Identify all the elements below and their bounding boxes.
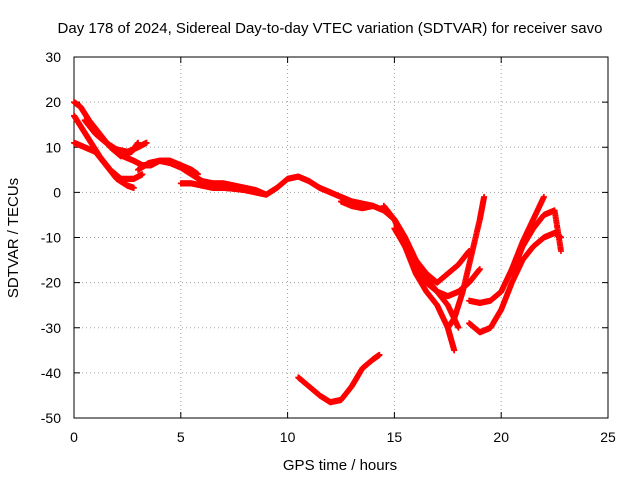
y-tick-label: -20 (41, 275, 61, 291)
y-tick-label: -40 (41, 365, 61, 381)
x-tick-label: 0 (70, 429, 78, 445)
y-tick-label: 20 (45, 94, 61, 110)
data-point (481, 193, 488, 200)
y-tick-label: 30 (45, 49, 61, 65)
x-tick-label: 25 (600, 429, 616, 445)
data-point (476, 266, 483, 273)
x-tick-label: 15 (387, 429, 403, 445)
series-track-11 (391, 216, 473, 286)
y-tick-label: -50 (41, 410, 61, 426)
chart-title: Day 178 of 2024, Sidereal Day-to-day VTE… (58, 20, 603, 37)
series-track-10 (391, 225, 483, 300)
series-track-15 (508, 207, 565, 277)
series-track-8 (338, 198, 462, 331)
series-track-3 (71, 139, 137, 191)
x-tick-label: 5 (177, 429, 185, 445)
ticks: 0 5 10 15 20 25 30 20 10 0 -10 -20 -30 -40 -50 (41, 49, 616, 445)
grid (74, 57, 608, 418)
series-track-13 (466, 229, 565, 336)
y-tick-label: 10 (45, 139, 61, 155)
data-point (143, 139, 150, 146)
data-point (558, 248, 565, 255)
data-point (455, 324, 462, 331)
series-track-14 (466, 193, 547, 306)
series-track-12 (444, 193, 488, 331)
data-point (540, 193, 547, 200)
data-points (71, 99, 565, 406)
data-point (263, 191, 270, 198)
x-tick-label: 10 (280, 429, 296, 445)
x-tick-label: 20 (493, 429, 509, 445)
data-point (376, 351, 383, 358)
y-axis-title: SDTVAR / TECUs (5, 178, 22, 298)
data-point (451, 347, 458, 354)
y-tick-label: 0 (53, 184, 61, 200)
y-tick-label: -30 (41, 320, 61, 336)
series-track-7 (177, 180, 270, 198)
series-track-4 (81, 117, 150, 155)
data-point (130, 184, 137, 191)
data-point (139, 171, 146, 178)
x-axis-title: GPS time / hours (283, 457, 397, 474)
series-track-16 (295, 351, 383, 406)
y-tick-label: -10 (41, 230, 61, 246)
